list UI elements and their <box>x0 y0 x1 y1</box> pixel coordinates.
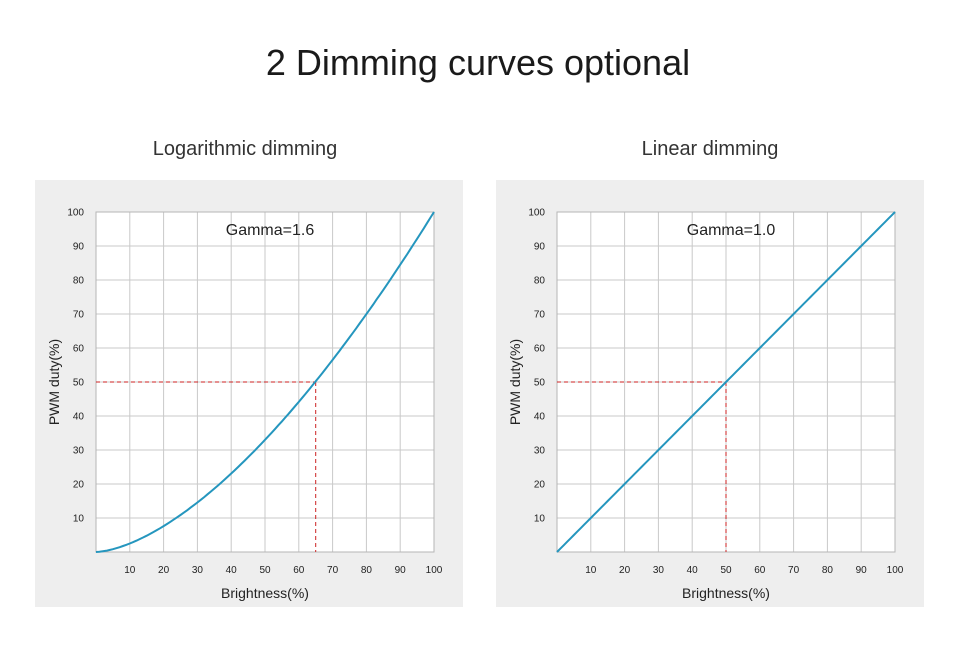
x-tick-label: 100 <box>426 565 443 576</box>
x-tick-label: 10 <box>585 565 597 576</box>
y-tick-label: 20 <box>73 480 85 491</box>
y-tick-label: 50 <box>73 378 85 389</box>
y-tick-label: 90 <box>73 242 85 253</box>
x-tick-label: 90 <box>395 565 407 576</box>
x-tick-label: 30 <box>192 565 204 576</box>
y-tick-label: 10 <box>73 514 85 525</box>
x-tick-label: 100 <box>887 565 904 576</box>
chart-title-logarithmic: Logarithmic dimming <box>152 138 338 160</box>
gamma-annotation: Gamma=1.0 <box>687 222 776 239</box>
y-tick-label: 40 <box>534 412 546 423</box>
y-tick-label: 50 <box>534 378 546 389</box>
y-tick-label: 80 <box>534 276 546 287</box>
y-tick-label: 30 <box>534 446 546 457</box>
x-tick-label: 60 <box>754 565 766 576</box>
y-axis-label: PWM duty(%) <box>507 339 523 425</box>
y-tick-label: 70 <box>534 310 546 321</box>
chart-panel-logarithmic: 10 20 30 40 50 60 70 80 90 100 10 20 30 40 50 60 70 80 90 1… <box>35 180 463 607</box>
chart-title-linear: Linear dimming <box>641 138 779 160</box>
y-tick-label: 10 <box>534 514 546 525</box>
y-tick-label: 100 <box>528 208 545 219</box>
y-tick-label: 90 <box>534 242 546 253</box>
dimming-curve <box>95 211 435 553</box>
y-tick-label: 100 <box>67 208 84 219</box>
x-tick-label: 30 <box>653 565 665 576</box>
chart-panel-linear: 10 20 30 40 50 60 70 80 90 100 10 20 30 40 50 60 70 80 90 1… <box>496 180 924 607</box>
x-tick-label: 80 <box>822 565 834 576</box>
x-tick-label: 60 <box>293 565 305 576</box>
page-title: 2 Dimming curves optional <box>265 42 691 83</box>
x-tick-label: 70 <box>327 565 339 576</box>
x-tick-label: 20 <box>619 565 631 576</box>
y-tick-label: 40 <box>73 412 85 423</box>
x-tick-label: 50 <box>259 565 271 576</box>
y-tick-label: 60 <box>73 344 85 355</box>
x-axis-label: Brightness(%) <box>682 585 770 601</box>
y-tick-label: 80 <box>73 276 85 287</box>
x-tick-label: 90 <box>856 565 868 576</box>
chart-logarithmic: 10 20 30 40 50 60 70 80 90 100 10 20 30 40 50 60 70 80 90 1… <box>46 208 443 602</box>
chart-linear: 10 20 30 40 50 60 70 80 90 100 10 20 30 40 50 60 70 80 90 1… <box>507 208 904 602</box>
x-axis-label: Brightness(%) <box>221 585 309 601</box>
x-tick-label: 70 <box>788 565 800 576</box>
y-axis-label: PWM duty(%) <box>46 339 62 425</box>
y-tick-label: 70 <box>73 310 85 321</box>
dimming-curve <box>556 211 896 553</box>
x-tick-label: 10 <box>124 565 136 576</box>
x-tick-label: 50 <box>720 565 732 576</box>
y-tick-label: 60 <box>534 344 546 355</box>
gamma-annotation: Gamma=1.6 <box>226 222 315 239</box>
x-tick-label: 80 <box>361 565 373 576</box>
x-tick-label: 40 <box>226 565 238 576</box>
y-tick-label: 20 <box>534 480 546 491</box>
x-tick-label: 20 <box>158 565 170 576</box>
x-tick-label: 40 <box>687 565 699 576</box>
y-tick-label: 30 <box>73 446 85 457</box>
